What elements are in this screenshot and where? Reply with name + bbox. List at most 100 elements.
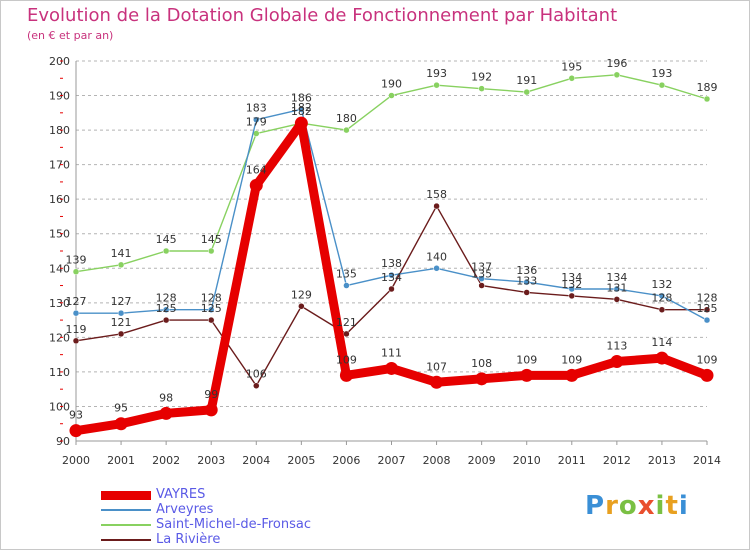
point-saint-michel-de-fronsac-2003 — [207, 247, 215, 255]
data-label-vayres-2007: 111 — [381, 346, 402, 359]
data-label-arveyres-2000: 127 — [66, 295, 87, 308]
legend-label-arveyres: Arveyres — [156, 502, 214, 517]
data-label-arveyres-2012: 134 — [606, 271, 627, 284]
data-label-arveyres-2002: 128 — [156, 292, 177, 305]
logo-letter: t — [665, 491, 679, 521]
point-saint-michel-de-fronsac-2007 — [388, 92, 395, 99]
x-tick-label-2009: 2009 — [468, 454, 496, 467]
point-la-rivi-re-2002 — [162, 316, 170, 324]
point-saint-michel-de-fronsac-2013 — [658, 81, 666, 89]
data-label-arveyres-2013: 132 — [651, 278, 672, 291]
y-tick-label-160: 160 — [49, 193, 70, 206]
data-label-arveyres-2014: 125 — [697, 302, 718, 315]
x-tick-label-2011: 2011 — [558, 454, 586, 467]
legend-swatch-saint-michel-de-fronsac — [101, 524, 151, 526]
data-label-vayres-2014: 109 — [697, 353, 718, 366]
data-label-vayres-2000: 93 — [69, 409, 83, 422]
data-label-la-rivi-re-2000: 119 — [66, 323, 87, 336]
point-vayres-2008 — [430, 375, 444, 389]
y-tick-label-190: 190 — [49, 90, 70, 103]
point-arveyres-2012 — [613, 285, 621, 293]
chart-title: Evolution de la Dotation Globale de Fonc… — [27, 5, 618, 26]
legend-label-la-riviere: La Rivière — [156, 532, 221, 547]
point-arveyres-2011 — [568, 285, 576, 293]
legend-label-vayres: VAYRES — [156, 487, 206, 502]
legend-swatch-arveyres — [101, 509, 151, 511]
y-tick-label-200: 200 — [49, 55, 70, 68]
point-vayres-2003 — [204, 403, 218, 417]
point-arveyres-2004 — [253, 116, 260, 123]
data-label-la-rivi-re-2013: 128 — [651, 292, 672, 305]
point-arveyres-2005 — [298, 106, 305, 113]
series-lines — [69, 71, 714, 438]
point-la-rivi-re-2006 — [343, 330, 350, 338]
x-tick-label-2012: 2012 — [603, 454, 631, 467]
point-vayres-2014 — [700, 368, 714, 382]
data-label-arveyres-2009: 137 — [471, 261, 492, 274]
data-label-arveyres-2011: 134 — [561, 271, 582, 284]
data-label-la-rivi-re-2003: 125 — [201, 302, 222, 315]
chart-subtitle: (en € et par an) — [27, 29, 114, 42]
data-label-arveyres-2001: 127 — [111, 295, 132, 308]
data-label-saint-michel-de-fronsac-2014: 189 — [697, 81, 718, 94]
data-label-arveyres-2004: 183 — [246, 102, 267, 115]
x-tick-label-2010: 2010 — [513, 454, 541, 467]
point-vayres-2001 — [114, 417, 128, 431]
data-label-vayres-2005: 182 — [291, 101, 312, 114]
data-label-saint-michel-de-fronsac-2004: 179 — [246, 116, 267, 129]
point-arveyres-2006 — [343, 282, 350, 289]
y-tick-label-120: 120 — [49, 331, 70, 344]
point-saint-michel-de-fronsac-2014 — [703, 95, 711, 103]
point-vayres-2011 — [565, 368, 579, 382]
data-label-la-rivi-re-2007: 134 — [381, 271, 402, 284]
point-saint-michel-de-fronsac-2009 — [478, 85, 485, 92]
point-vayres-2007 — [385, 361, 398, 375]
point-arveyres-2001 — [117, 309, 125, 317]
x-tick-label-2001: 2001 — [107, 454, 135, 467]
point-arveyres-2008 — [433, 265, 440, 272]
data-label-vayres-2002: 98 — [159, 391, 173, 404]
point-arveyres-2014 — [703, 316, 711, 324]
data-label-vayres-2003: 99 — [204, 388, 218, 401]
point-arveyres-2007 — [388, 271, 395, 279]
point-vayres-2005 — [294, 116, 308, 130]
data-label-la-rivi-re-2009: 135 — [471, 268, 492, 281]
point-vayres-2004 — [249, 178, 263, 192]
logo-letter: r — [605, 491, 619, 521]
x-tick-label-2007: 2007 — [378, 454, 406, 467]
logo-letter: P — [585, 491, 606, 521]
logo-letter: x — [637, 491, 656, 521]
logo-letter: i — [678, 491, 689, 521]
point-la-rivi-re-2009 — [478, 282, 485, 289]
data-label-la-rivi-re-2005: 129 — [291, 288, 312, 301]
data-label-arveyres-2007: 138 — [381, 257, 402, 270]
x-tick-label-2002: 2002 — [152, 454, 180, 467]
data-label-vayres-2013: 114 — [651, 336, 672, 349]
data-label-vayres-2009: 108 — [471, 357, 492, 370]
point-arveyres-2009 — [478, 275, 485, 282]
logo-letter: i — [655, 491, 666, 521]
point-la-rivi-re-2014 — [703, 306, 711, 313]
point-arveyres-2013 — [658, 292, 666, 300]
data-label-saint-michel-de-fronsac-2008: 193 — [426, 67, 447, 80]
y-tick-label-140: 140 — [49, 262, 70, 275]
data-label-saint-michel-de-fronsac-2006: 180 — [336, 112, 357, 125]
legend-label-saint-michel-de-fronsac: Saint-Michel-de-Fronsac — [156, 517, 311, 532]
data-label-arveyres-2006: 135 — [336, 268, 357, 281]
data-label-saint-michel-de-fronsac-2003: 145 — [201, 233, 222, 246]
data-label-la-rivi-re-2014: 128 — [697, 292, 718, 305]
data-label-saint-michel-de-fronsac-2002: 145 — [156, 233, 177, 246]
y-tick-label-150: 150 — [49, 228, 70, 241]
x-tick-label-2014: 2014 — [693, 454, 721, 467]
data-label-saint-michel-de-fronsac-2005: 182 — [291, 105, 312, 118]
x-tick-label-2006: 2006 — [332, 454, 360, 467]
data-label-vayres-2004: 164 — [246, 163, 267, 176]
data-label-saint-michel-de-fronsac-2000: 139 — [66, 254, 87, 267]
point-arveyres-2010 — [523, 278, 530, 286]
data-label-vayres-2006: 109 — [336, 353, 357, 366]
point-vayres-2013 — [655, 351, 669, 365]
data-label-arveyres-2008: 140 — [426, 250, 447, 263]
